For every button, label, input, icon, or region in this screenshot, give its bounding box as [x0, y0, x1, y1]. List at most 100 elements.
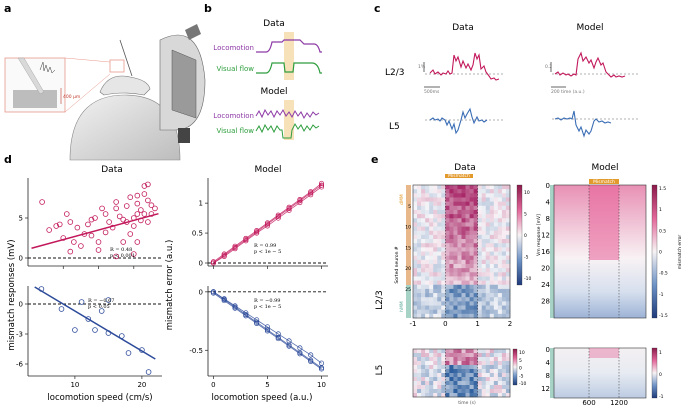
heat-cell: [429, 234, 434, 240]
heat-cell: [501, 197, 507, 202]
x-tick-label: 600: [582, 399, 595, 406]
heat-cell: [505, 239, 511, 244]
heat-cell: [417, 381, 422, 386]
y-tick-label: 10: [405, 225, 411, 231]
e-colorbar-model-l5: [651, 347, 658, 399]
heat-cell: [457, 239, 462, 244]
heat-cell: [497, 255, 503, 261]
y-tick-label: 0: [19, 255, 23, 263]
heat-cell: [481, 293, 487, 298]
heat-cell: [485, 268, 491, 273]
y-tick-label: 20: [541, 265, 550, 273]
heat-cell: [425, 197, 430, 202]
heat-cell: [417, 185, 422, 190]
heat-cell: [449, 305, 454, 310]
c-row-l23: L2/3: [385, 68, 405, 78]
heat-cell: [421, 226, 426, 232]
heat-cell: [445, 373, 450, 378]
heat-cell: [445, 309, 450, 315]
heat-cell: [449, 377, 454, 382]
e-colorbar-model-l23: [651, 184, 658, 319]
heat-cell: [441, 222, 446, 227]
heat-cell: [461, 205, 466, 211]
heat-cell: [501, 373, 507, 378]
heat-cell: [429, 369, 434, 374]
heat-cell: [505, 222, 511, 227]
heat-cell: [473, 353, 478, 358]
heat-cell: [445, 268, 450, 273]
series-line: [213, 183, 322, 263]
heat-cell: [501, 280, 507, 286]
y-tick-label: -6: [16, 361, 24, 369]
heat-cell: [473, 185, 478, 190]
e-model-l5-ticks: 0 4 8 12 600 1200: [541, 346, 628, 406]
heat-cell: [505, 263, 511, 269]
heat-cell: [501, 222, 507, 227]
heat-cell: [425, 381, 430, 386]
heat-cell: [413, 234, 418, 240]
heat-cell: [461, 305, 466, 310]
heat-cell: [505, 209, 511, 215]
heat-cell: [449, 389, 454, 394]
heat-cell: [493, 205, 499, 211]
heat-cell: [461, 214, 466, 219]
colorbar-tick-label: 0: [659, 250, 662, 256]
heat-cell: [465, 280, 470, 286]
heat-cell: [449, 259, 454, 265]
heat-cell: [485, 357, 491, 362]
data-point: [92, 327, 98, 333]
heat-cell: [413, 230, 418, 236]
heat-cell: [489, 272, 495, 277]
heat-cell: [497, 361, 503, 366]
c-trace-model-l5: [554, 110, 612, 138]
c-trace-data-l23: [429, 52, 500, 81]
y-tick-label: 0: [199, 288, 203, 296]
heat-cell: [461, 209, 466, 215]
heat-cell: [429, 361, 434, 366]
heat-cell: [437, 255, 442, 261]
heat-cell: [501, 365, 507, 370]
heat-cell: [473, 263, 478, 269]
heat-cell: [481, 377, 487, 382]
heat-cell: [441, 389, 446, 394]
heat-cell: [437, 389, 442, 394]
heat-cell: [425, 369, 430, 374]
heat-cell: [457, 226, 462, 232]
d-title-data: Data: [101, 165, 123, 175]
heat-cell: [429, 381, 434, 386]
heat-cell: [493, 197, 499, 202]
b-mismatch-band-model: [284, 100, 294, 140]
heat-cell: [505, 353, 511, 358]
heat-cell: [429, 259, 434, 265]
heat-cell: [485, 263, 491, 269]
data-point: [145, 181, 151, 188]
heat-cell: [481, 365, 487, 370]
heat-cell: [425, 218, 430, 223]
heat-cell: [429, 205, 434, 211]
heat-cell: [465, 222, 470, 227]
heat-cell: [433, 381, 438, 386]
heat-cell: [437, 268, 442, 273]
colorbar-tick-label: 5: [524, 212, 527, 218]
panel-letter-a: a: [4, 2, 11, 15]
heat-cell: [453, 389, 458, 394]
heat-cell: [501, 226, 507, 232]
heat-cell: [413, 389, 418, 394]
heat-cell: [497, 377, 503, 382]
heat-cell: [441, 276, 446, 281]
heat-cell: [425, 243, 430, 248]
heat-cell: [489, 218, 495, 223]
c-trace-data-l5: [429, 107, 488, 135]
heat-cell: [445, 251, 450, 256]
heat-cell: [465, 268, 470, 273]
heat-cell: [441, 349, 446, 354]
camera-icon: [185, 24, 201, 40]
heat-cell: [433, 268, 438, 273]
colorbar-tick-label: -5: [519, 373, 524, 379]
data-point: [254, 230, 260, 236]
heat-cell: [445, 297, 450, 302]
data-point: [318, 180, 325, 186]
heat-cell: [429, 272, 434, 277]
heat-cell: [425, 361, 430, 366]
heat-cell: [493, 214, 499, 219]
